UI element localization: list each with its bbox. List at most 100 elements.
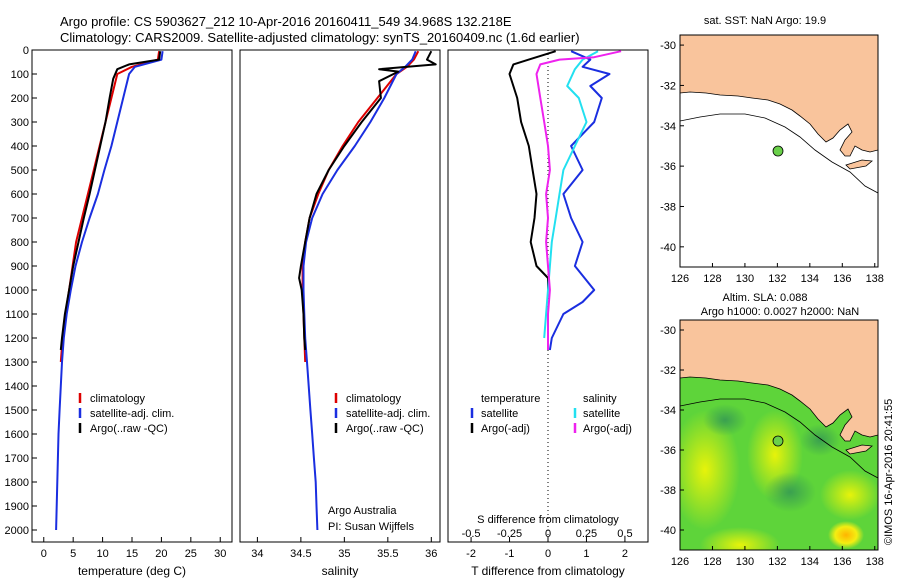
legend-label: Argo(-adj) xyxy=(583,423,632,435)
temperature-tick-label: 5 xyxy=(70,548,76,560)
depth-tick-label: 1800 xyxy=(5,477,29,489)
sla-anomaly-blob xyxy=(764,472,816,512)
salinity-axis-ticks: 34 34.5 35 35.5 36 xyxy=(251,537,437,560)
series-line-2 xyxy=(59,51,162,351)
difference-tick-label: -2 xyxy=(466,548,476,560)
salinity-legend: climatology satellite-adj. clim. Argo(..ra… xyxy=(334,393,430,435)
map-lon-label: 126 xyxy=(671,556,689,568)
salinity-plot-frame xyxy=(239,49,441,543)
salinity-series xyxy=(298,50,437,531)
sst-map-land xyxy=(680,35,878,194)
map-lon-label: 136 xyxy=(833,556,851,568)
map-lat-label: -32 xyxy=(660,365,676,377)
island xyxy=(845,159,873,170)
depth-tick-label: 1900 xyxy=(5,501,29,513)
series-line-2 xyxy=(298,50,437,351)
header-line-2: Climatology: CARS2009. Satellite-adjuste… xyxy=(60,30,580,45)
map-lon-label: 138 xyxy=(866,556,884,568)
land-mass xyxy=(680,35,878,157)
salinity-tick-label: 35.5 xyxy=(377,548,398,560)
series-line-1 xyxy=(302,50,417,531)
pi-label: PI: Susan Wijffels xyxy=(328,521,414,533)
map-lat-label: -38 xyxy=(660,485,676,497)
series-line-1 xyxy=(508,50,556,290)
legend-label: satellite-adj. clim. xyxy=(90,408,174,420)
depth-tick-label: 600 xyxy=(11,189,29,201)
map-lon-label: 130 xyxy=(736,556,754,568)
series-line-3 xyxy=(535,50,622,350)
temperature-tick-label: 10 xyxy=(96,548,108,560)
argo-australia-label: Argo Australia xyxy=(328,505,397,517)
s-difference-label: S difference from climatology xyxy=(477,514,619,526)
depth-tick-label: 100 xyxy=(11,69,29,81)
difference-series xyxy=(508,50,622,351)
temperature-axis-label: temperature (deg C) xyxy=(78,564,186,578)
series-line-0 xyxy=(548,50,611,351)
depth-tick-label: 1000 xyxy=(5,285,29,297)
sla-anomaly-blob xyxy=(700,527,780,550)
salinity-difference-tick-label: -0.5 xyxy=(462,528,481,540)
difference-tick-label: 0 xyxy=(545,548,551,560)
salinity-tick-label: 34 xyxy=(251,548,263,560)
land-mass xyxy=(680,320,878,442)
salinity-axis-label: salinity xyxy=(322,564,359,578)
depth-tick-label: 1200 xyxy=(5,333,29,345)
sla-anomaly-blob xyxy=(820,470,878,520)
isobath-line xyxy=(680,398,878,479)
map-lat-label: -36 xyxy=(660,161,676,173)
difference-tick-label: -1 xyxy=(505,548,515,560)
map-lat-label: -30 xyxy=(660,40,676,52)
temperature-tick-label: 15 xyxy=(126,548,138,560)
temperature-series xyxy=(55,51,164,531)
depth-tick-label: 1500 xyxy=(5,405,29,417)
legend-label: satellite xyxy=(583,408,620,420)
map-lat-label: -32 xyxy=(660,80,676,92)
legend-label: climatology xyxy=(90,393,146,405)
salinity-difference-ticks: -0.5 -0.25 0 0.25 0.5 xyxy=(462,528,633,540)
sla-map-frame xyxy=(679,319,879,551)
salinity-difference-tick-label: 0.25 xyxy=(576,528,597,540)
depth-tick-label: 900 xyxy=(11,261,29,273)
difference-axis-ticks: -2 -1 0 1 2 xyxy=(466,537,628,560)
difference-tick-label: 1 xyxy=(583,548,589,560)
map-lat-label: -40 xyxy=(660,242,676,254)
salinity-difference-tick-label: 0 xyxy=(545,528,551,540)
depth-tick-label: 1300 xyxy=(5,357,29,369)
map-lon-label: 128 xyxy=(703,273,721,285)
map-lat-label: -34 xyxy=(660,405,676,417)
map-lat-label: -34 xyxy=(660,121,676,133)
depth-tick-label: 700 xyxy=(11,213,29,225)
legend-label: satellite xyxy=(481,408,518,420)
salinity-difference-tick-label: -0.25 xyxy=(497,528,522,540)
depth-tick-label: 0 xyxy=(23,45,29,57)
sst-map-title: sat. SST: NaN Argo: 19.9 xyxy=(704,15,826,27)
map-lon-label: 130 xyxy=(736,273,754,285)
legend-label: Argo(..raw -QC) xyxy=(346,423,424,435)
sla-anomaly-blob xyxy=(800,424,840,456)
difference-tick-label: 2 xyxy=(622,548,628,560)
temperature-tick-label: 20 xyxy=(155,548,167,560)
temperature-tick-label: 0 xyxy=(41,548,47,560)
legend-title: temperature xyxy=(481,393,540,405)
isobath-line xyxy=(680,113,878,194)
depth-tick-label: 300 xyxy=(11,117,29,129)
salinity-tick-label: 35 xyxy=(338,548,350,560)
map-lon-label: 138 xyxy=(866,273,884,285)
sla-map-title: Altim. SLA: 0.088 xyxy=(723,292,808,304)
map-lon-label: 132 xyxy=(768,556,786,568)
depth-tick-label: 1100 xyxy=(5,309,29,321)
legend-label: satellite-adj. clim. xyxy=(346,408,430,420)
map-lon-label: 134 xyxy=(801,556,819,568)
map-lat-label: -40 xyxy=(660,525,676,537)
argo-float-marker xyxy=(772,435,784,447)
map-lon-label: 132 xyxy=(768,273,786,285)
depth-tick-label: 200 xyxy=(11,93,29,105)
sst-map-panel: sat. SST: NaN Argo: 19.9 126 128 130 132 134… xyxy=(660,15,884,285)
legend-label: climatology xyxy=(346,393,402,405)
depth-tick-label: 1700 xyxy=(5,453,29,465)
map-lon-label: 134 xyxy=(801,273,819,285)
legend-title: salinity xyxy=(583,393,617,405)
depth-tick-label: 400 xyxy=(11,141,29,153)
depth-axis-ticks: 0 100 200 300 400 500 600 700 800 900 1000 1100 1200… xyxy=(5,45,37,537)
